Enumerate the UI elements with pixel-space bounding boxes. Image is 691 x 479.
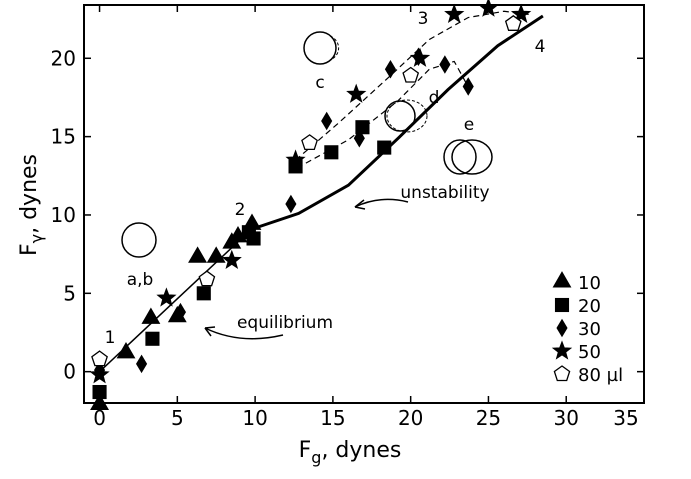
data-point bbox=[198, 270, 216, 287]
x-label-main: F bbox=[299, 438, 312, 463]
data-point bbox=[135, 354, 148, 374]
data-point bbox=[444, 3, 465, 23]
annotation: c bbox=[315, 73, 324, 93]
x-tick-label: 20 bbox=[398, 406, 423, 430]
data-point bbox=[156, 287, 177, 307]
data-point bbox=[89, 364, 110, 384]
legend-label: 10 bbox=[578, 273, 601, 294]
data-point bbox=[478, 0, 499, 17]
model-curve bbox=[256, 14, 544, 229]
y-tick-label: 10 bbox=[51, 203, 76, 227]
y-tick-label: 0 bbox=[63, 360, 76, 384]
annotation: 1 bbox=[105, 328, 116, 348]
x-label-sub: g bbox=[311, 448, 321, 467]
data-point bbox=[377, 140, 392, 155]
legend-marker bbox=[556, 318, 568, 338]
x-tick-label: 0 bbox=[93, 406, 106, 430]
legend-label: 30 bbox=[578, 319, 601, 340]
data-point bbox=[510, 3, 532, 23]
data-point bbox=[402, 66, 420, 83]
arrow bbox=[354, 198, 409, 208]
y-label-sub: γ bbox=[27, 234, 46, 243]
data-point bbox=[504, 14, 522, 31]
legend-label: 80 µl bbox=[578, 365, 623, 386]
data-point bbox=[145, 331, 160, 346]
drop-icon bbox=[386, 99, 428, 133]
drop-icon bbox=[329, 35, 340, 61]
x-label-rest: , dynes bbox=[321, 438, 401, 463]
plot-frame bbox=[83, 4, 645, 404]
data-point bbox=[174, 302, 187, 322]
annotation: unstability bbox=[400, 183, 489, 203]
annotation: 3 bbox=[418, 9, 429, 29]
data-point bbox=[301, 134, 318, 151]
model-curve bbox=[296, 60, 471, 169]
drop-icon bbox=[303, 31, 337, 65]
drop-icon bbox=[451, 139, 493, 175]
legend-marker bbox=[551, 340, 573, 360]
data-point bbox=[91, 350, 108, 367]
x-tick-label: 25 bbox=[476, 406, 501, 430]
legend-label: 50 bbox=[578, 342, 601, 363]
data-point bbox=[324, 145, 339, 160]
annotation: 4 bbox=[535, 37, 546, 57]
annotation: 2 bbox=[235, 200, 246, 220]
legend-label: 20 bbox=[578, 296, 601, 317]
data-point bbox=[285, 194, 297, 214]
annotation: e bbox=[464, 115, 474, 135]
annotation: a,b bbox=[127, 270, 154, 290]
x-tick-label: 5 bbox=[171, 406, 184, 430]
arrow bbox=[204, 326, 216, 337]
drop-icon bbox=[443, 139, 477, 175]
legend-marker bbox=[554, 297, 570, 313]
data-point bbox=[206, 246, 226, 263]
data-point bbox=[285, 149, 306, 169]
data-point bbox=[241, 225, 256, 240]
x-tick-label: 10 bbox=[242, 406, 267, 430]
arrow bbox=[354, 199, 366, 210]
model-curve bbox=[295, 10, 529, 161]
drop-icon bbox=[121, 222, 157, 258]
x-tick-label: 35 bbox=[613, 406, 638, 430]
legend-marker bbox=[553, 365, 571, 382]
data-point bbox=[321, 111, 333, 131]
data-point bbox=[196, 286, 211, 301]
legend-marker bbox=[552, 271, 572, 288]
data-point bbox=[90, 393, 110, 411]
data-point bbox=[409, 47, 431, 67]
x-tick-label: 15 bbox=[320, 406, 345, 430]
data-point bbox=[92, 384, 107, 400]
y-axis-label: Fγ, dynes bbox=[17, 154, 46, 256]
arrow bbox=[204, 327, 284, 340]
x-tick-label: 30 bbox=[553, 406, 578, 430]
annotation: d bbox=[429, 88, 440, 108]
data-point bbox=[221, 249, 242, 270]
data-point bbox=[462, 77, 474, 96]
y-tick-label: 20 bbox=[51, 46, 76, 70]
data-point bbox=[353, 128, 365, 148]
data-point bbox=[439, 55, 451, 74]
data-point bbox=[188, 246, 208, 263]
y-tick-label: 5 bbox=[63, 281, 76, 305]
data-point bbox=[141, 307, 161, 324]
y-tick-label: 15 bbox=[51, 125, 76, 149]
y-label-main: F bbox=[17, 243, 42, 256]
data-point bbox=[346, 83, 367, 103]
annotation: equilibrium bbox=[237, 313, 333, 333]
data-point bbox=[116, 341, 136, 359]
x-axis-label: Fg, dynes bbox=[299, 438, 402, 467]
data-point bbox=[384, 59, 397, 79]
y-label-rest: , dynes bbox=[17, 154, 42, 234]
